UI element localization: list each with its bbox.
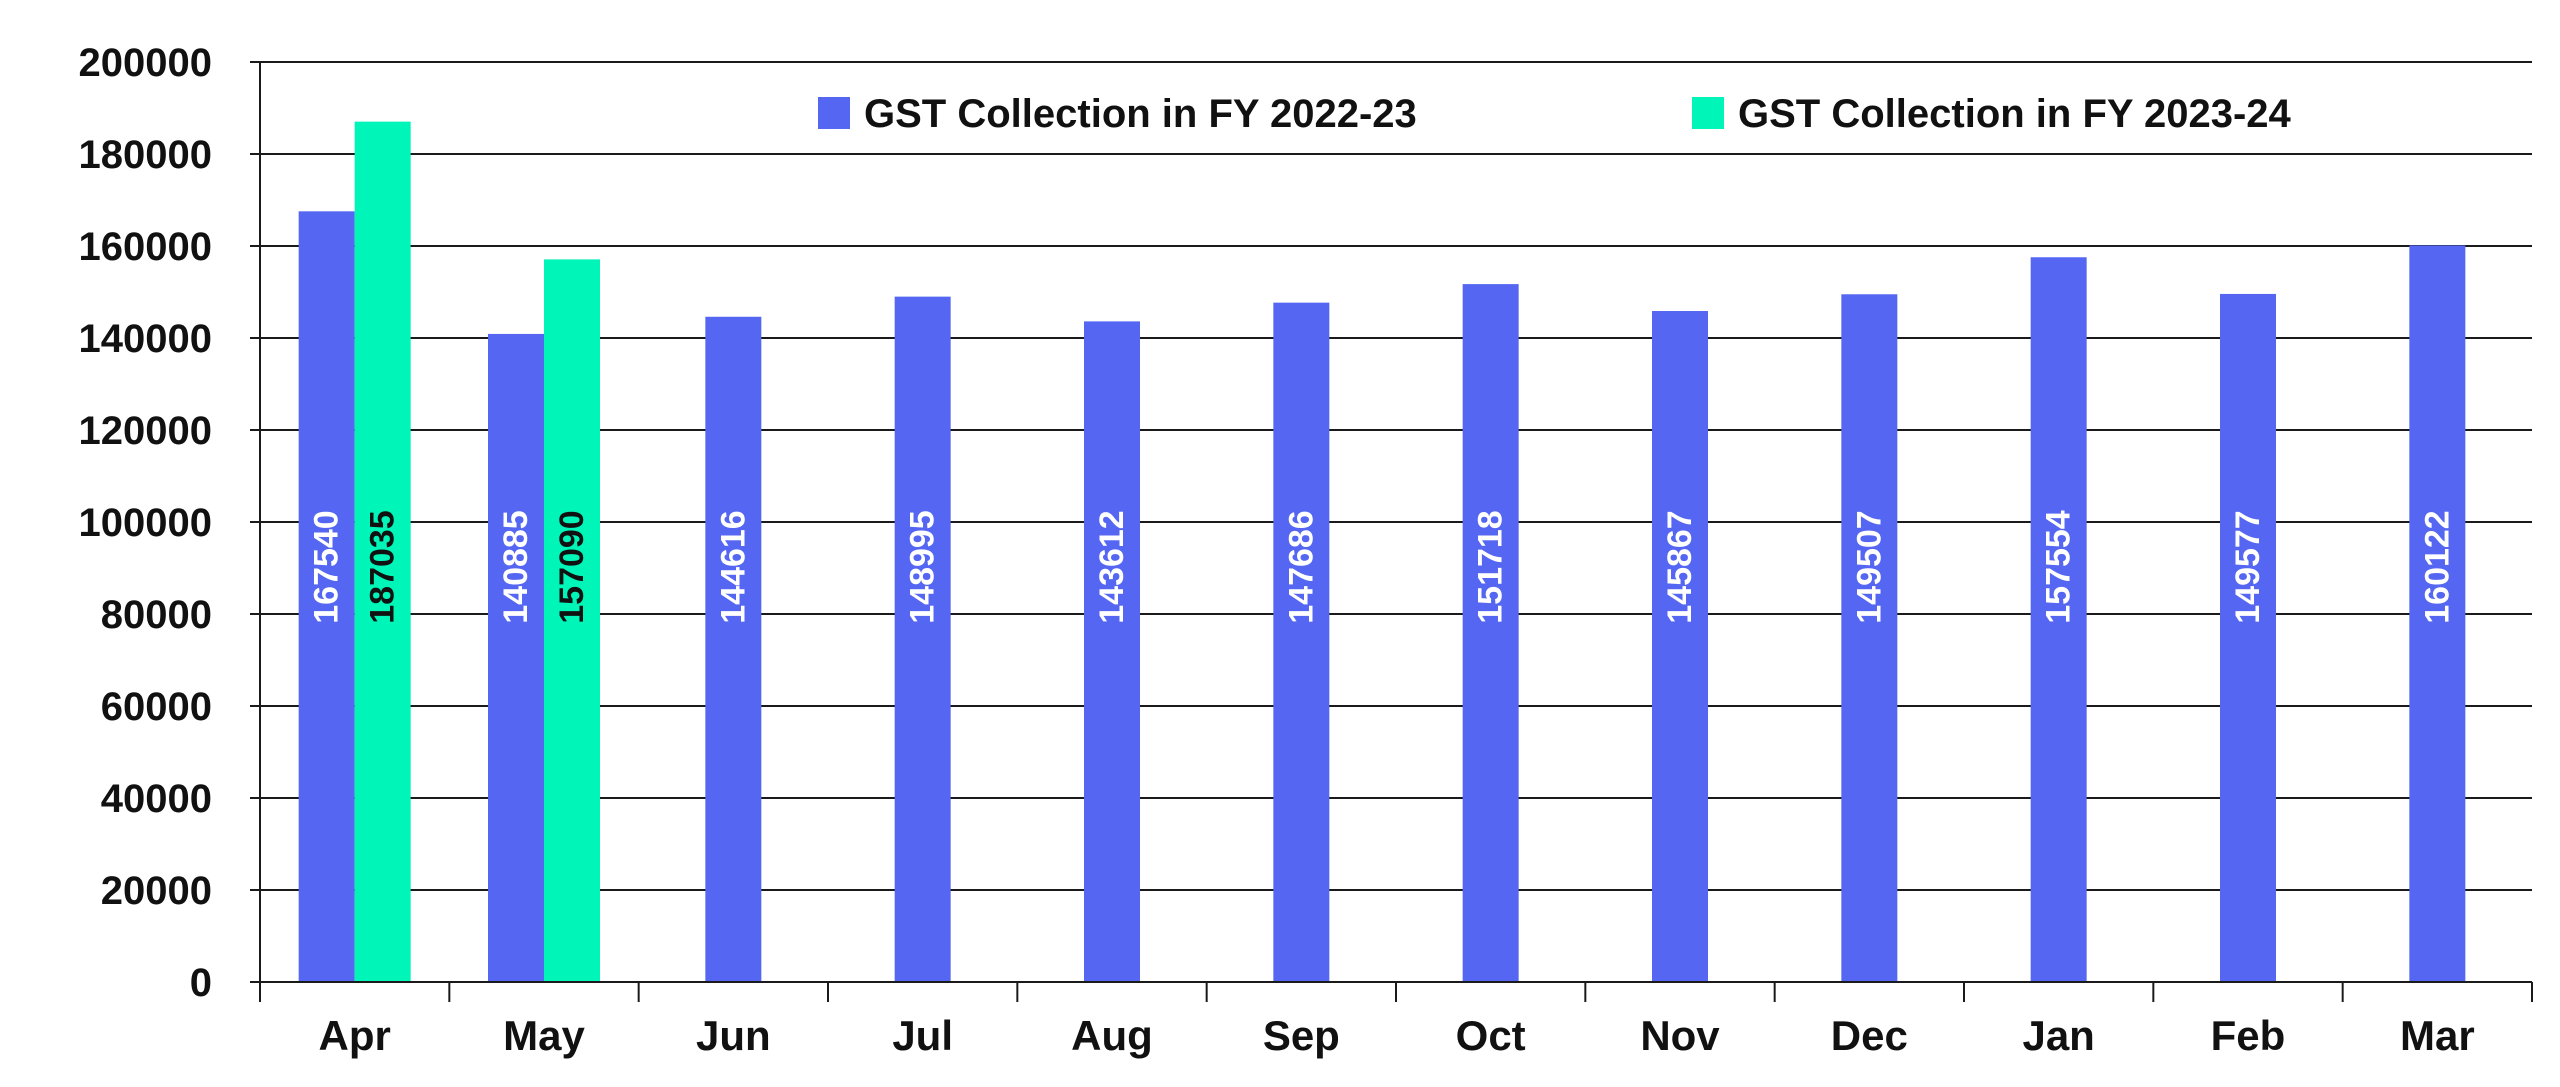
y-tick-label: 0: [190, 961, 212, 1005]
y-tick-label: 160000: [79, 225, 212, 269]
bar: [298, 211, 355, 983]
bar: [1462, 284, 1519, 983]
y-tick-label: 80000: [101, 593, 212, 637]
bar: [894, 296, 951, 982]
y-tick-label: 180000: [79, 133, 212, 177]
bar-value-label: 160122: [2418, 510, 2456, 623]
bar-value-label: 145867: [1661, 510, 1699, 623]
x-tick-label: Dec: [1831, 1012, 1908, 1059]
x-tick-label: Aug: [1071, 1012, 1153, 1059]
bar-value-label: 157554: [2040, 510, 2078, 624]
y-tick-label: 20000: [101, 869, 212, 913]
y-tick-label: 120000: [79, 409, 212, 453]
y-tick-label: 200000: [79, 41, 212, 85]
x-tick-label: Jan: [2022, 1012, 2094, 1059]
x-tick-label: Apr: [318, 1012, 390, 1059]
x-tick-label: Jul: [892, 1012, 953, 1059]
bar-value-label: 157090: [553, 510, 591, 623]
legend-swatch: [818, 97, 850, 129]
legend-swatch: [1692, 97, 1724, 129]
bar-value-label: 143612: [1093, 510, 1131, 623]
bar: [1084, 321, 1140, 983]
x-tick-label: Jun: [696, 1012, 771, 1059]
bar-value-label: 148995: [904, 510, 942, 623]
x-axis: Apr May Jun Jul Aug Sep Oct Nov Dec Jan Feb Mar: [259, 981, 2533, 1059]
bar-value-label: 140885: [497, 510, 535, 623]
bar: [1652, 311, 1708, 982]
y-axis: 0 20000 40000 60000 80000 100000 120000 140000 1…: [79, 41, 261, 1005]
y-tick-label: 140000: [79, 317, 212, 361]
x-tick-label: Sep: [1263, 1012, 1340, 1059]
x-tick-label: Nov: [1640, 1012, 1720, 1059]
bar-value-label: 147686: [1282, 510, 1320, 623]
x-tick-label: Mar: [2400, 1012, 2475, 1059]
bar: [1841, 294, 1898, 982]
bar: [544, 259, 600, 982]
legend: GST Collection in FY 2022-23 GST Collecti…: [818, 92, 2292, 136]
bar-value-label: 151718: [1472, 510, 1510, 623]
bar-value-label: 149507: [1850, 510, 1888, 623]
bar: [354, 121, 411, 983]
bar-value-label: 187035: [364, 510, 402, 623]
grid-lines: [260, 61, 2532, 891]
x-tick-label: Feb: [2211, 1012, 2286, 1059]
y-tick-label: 100000: [79, 501, 212, 545]
bars: 167540 187035 140885 157090 144616 148995 1436…: [298, 121, 2466, 983]
bar-value-label: 144616: [714, 510, 752, 623]
bar: [1273, 302, 1330, 982]
legend-label: GST Collection in FY 2022-23: [864, 92, 1417, 136]
legend-label: GST Collection in FY 2023-24: [1738, 92, 2292, 136]
bar: [2030, 257, 2087, 982]
bar: [2409, 245, 2466, 983]
bar-value-label: 149577: [2229, 510, 2267, 623]
x-tick-label: May: [503, 1012, 585, 1059]
y-tick-label: 40000: [101, 777, 212, 821]
bar-value-label: 167540: [308, 510, 346, 623]
bar: [488, 333, 544, 983]
bar: [705, 316, 762, 983]
x-tick-label: Oct: [1456, 1012, 1526, 1059]
bar: [2220, 293, 2276, 982]
y-tick-label: 60000: [101, 685, 212, 729]
